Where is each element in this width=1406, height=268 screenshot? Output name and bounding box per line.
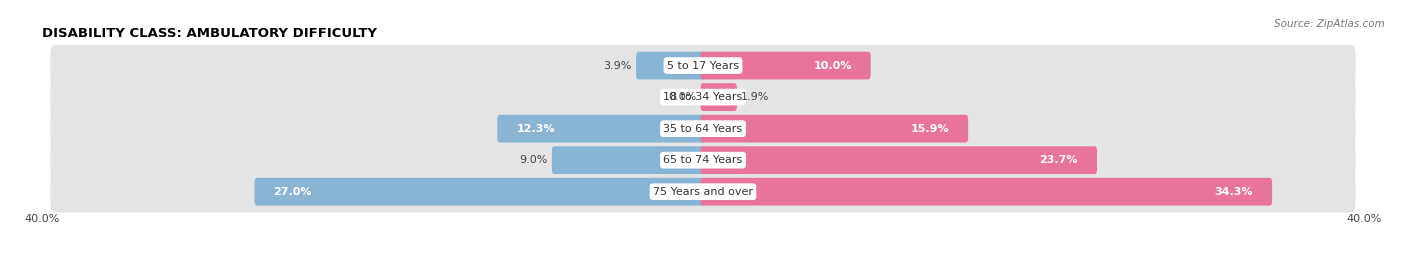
FancyBboxPatch shape xyxy=(700,178,1272,206)
FancyBboxPatch shape xyxy=(254,178,706,206)
FancyBboxPatch shape xyxy=(51,171,1355,213)
Text: 34.3%: 34.3% xyxy=(1215,187,1253,197)
Text: 65 to 74 Years: 65 to 74 Years xyxy=(664,155,742,165)
FancyBboxPatch shape xyxy=(51,76,1355,118)
FancyBboxPatch shape xyxy=(700,146,1097,174)
Text: 23.7%: 23.7% xyxy=(1039,155,1078,165)
Text: Source: ZipAtlas.com: Source: ZipAtlas.com xyxy=(1274,19,1385,29)
Text: 10.0%: 10.0% xyxy=(813,61,852,70)
Text: 27.0%: 27.0% xyxy=(273,187,312,197)
FancyBboxPatch shape xyxy=(51,108,1355,150)
Text: 75 Years and over: 75 Years and over xyxy=(652,187,754,197)
Text: 12.3%: 12.3% xyxy=(516,124,555,134)
FancyBboxPatch shape xyxy=(51,45,1355,86)
FancyBboxPatch shape xyxy=(551,146,706,174)
FancyBboxPatch shape xyxy=(700,83,737,111)
Text: 3.9%: 3.9% xyxy=(603,61,631,70)
Text: 1.9%: 1.9% xyxy=(741,92,769,102)
Text: 9.0%: 9.0% xyxy=(519,155,548,165)
Text: 15.9%: 15.9% xyxy=(911,124,949,134)
FancyBboxPatch shape xyxy=(51,139,1355,181)
Text: 35 to 64 Years: 35 to 64 Years xyxy=(664,124,742,134)
FancyBboxPatch shape xyxy=(700,115,969,143)
Text: 0.0%: 0.0% xyxy=(668,92,696,102)
FancyBboxPatch shape xyxy=(636,52,706,79)
Text: DISABILITY CLASS: AMBULATORY DIFFICULTY: DISABILITY CLASS: AMBULATORY DIFFICULTY xyxy=(42,27,377,40)
FancyBboxPatch shape xyxy=(498,115,706,143)
FancyBboxPatch shape xyxy=(700,52,870,79)
Text: 5 to 17 Years: 5 to 17 Years xyxy=(666,61,740,70)
Text: 18 to 34 Years: 18 to 34 Years xyxy=(664,92,742,102)
